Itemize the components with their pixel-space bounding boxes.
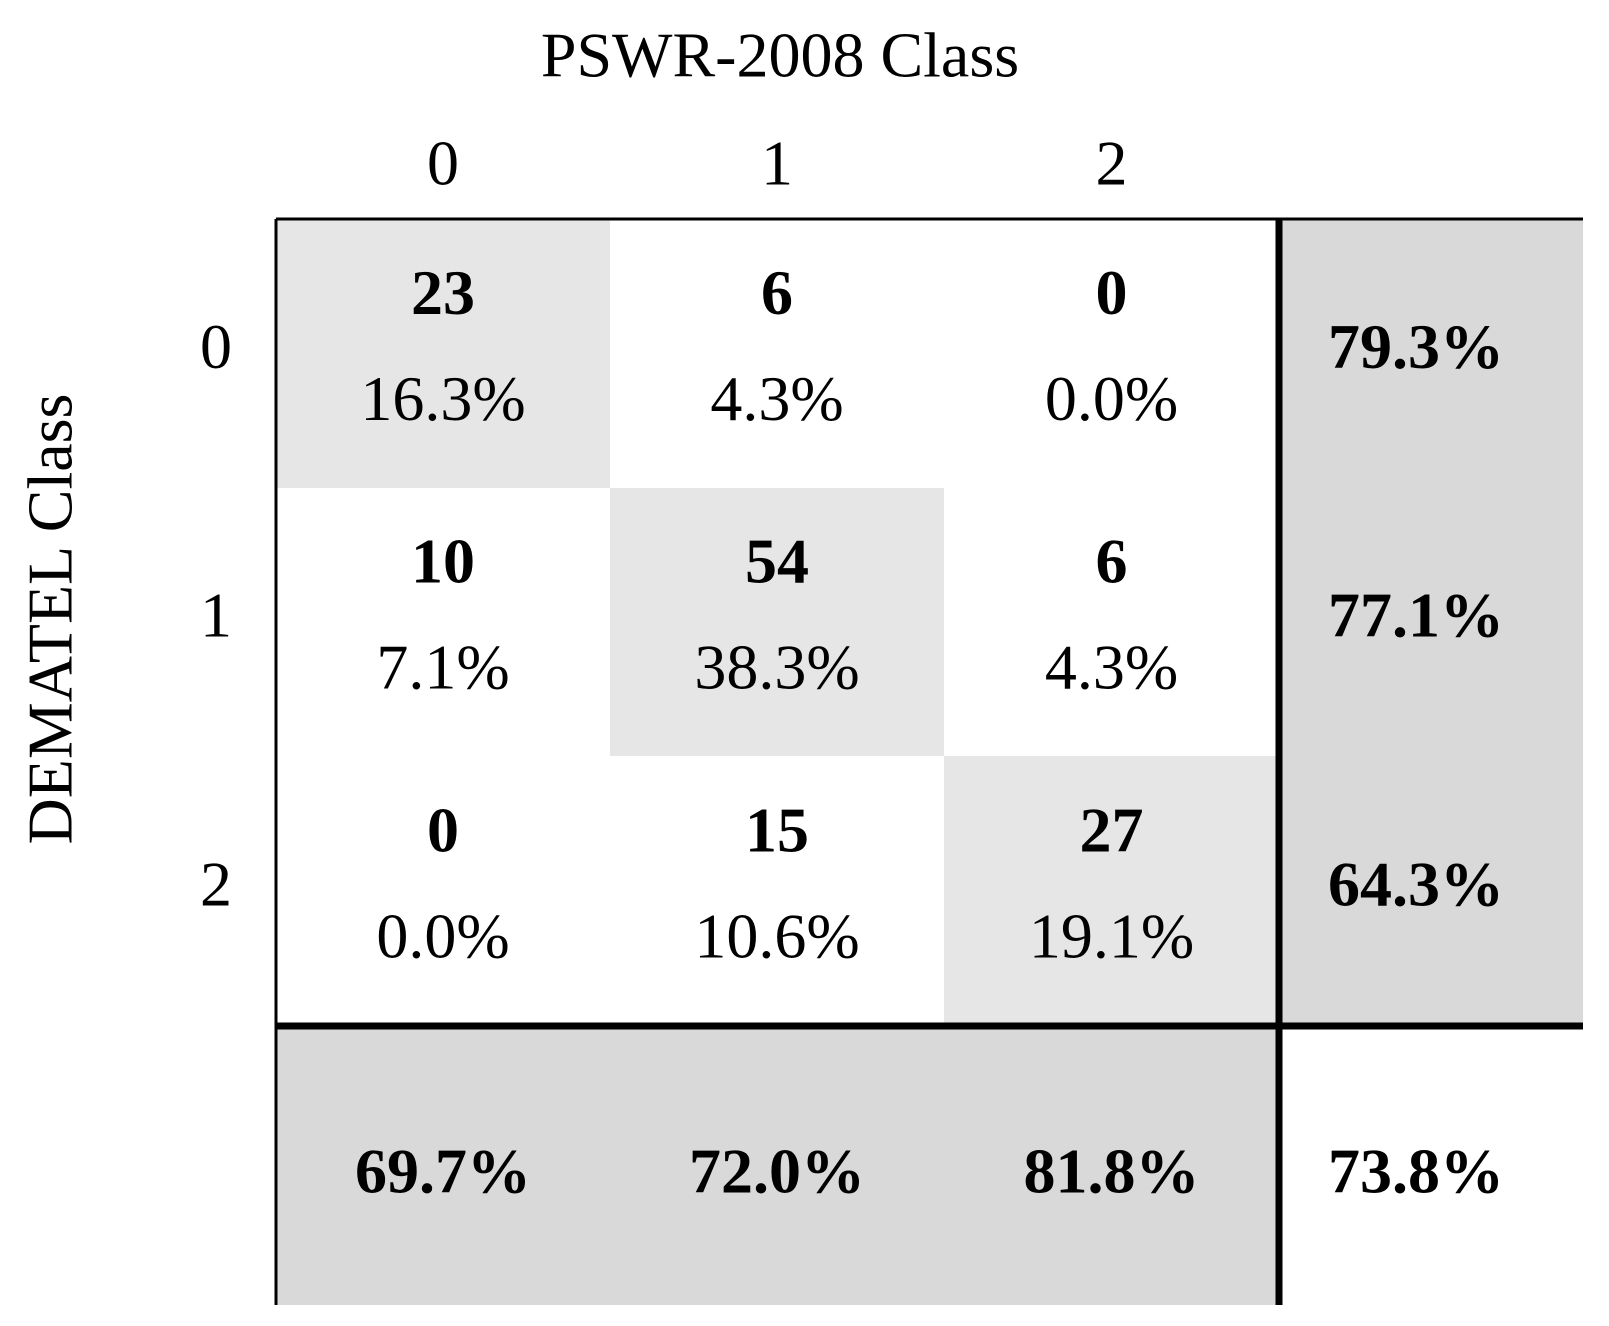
col-total: 81.8% [1024, 1136, 1200, 1207]
cell-count: 23 [411, 257, 475, 328]
col-label: 0 [427, 128, 459, 199]
row-total: 79.3% [1328, 311, 1504, 382]
col-total-bg [276, 1026, 610, 1305]
row-total-bg [1279, 756, 1583, 1026]
col-label: 1 [761, 128, 793, 199]
cell-count: 15 [745, 795, 809, 866]
cell-percent: 4.3% [1045, 632, 1178, 703]
row-total-bg [1279, 488, 1583, 756]
row-label: 1 [200, 580, 232, 651]
cell-percent: 10.6% [694, 901, 859, 972]
diagonal-cell-bg [276, 219, 610, 488]
cell-count: 0 [427, 795, 459, 866]
cell-count: 6 [761, 257, 793, 328]
cell-count: 54 [745, 526, 809, 597]
overall-accuracy: 73.8% [1328, 1136, 1504, 1207]
diagonal-cell-bg [610, 488, 944, 756]
row-label: 0 [200, 311, 232, 382]
col-total: 72.0% [689, 1136, 865, 1207]
row-label: 2 [200, 849, 232, 920]
row-total-bg [1279, 219, 1583, 488]
cell-percent: 0.0% [376, 901, 509, 972]
y-label: DEMATEL Class [15, 394, 86, 845]
cell-count: 27 [1080, 795, 1144, 866]
diagonal-cell-bg [944, 756, 1279, 1026]
col-label: 2 [1096, 128, 1128, 199]
cell-percent: 0.0% [1045, 363, 1178, 434]
col-total: 69.7% [355, 1136, 531, 1207]
cell-percent: 19.1% [1029, 901, 1194, 972]
col-total-bg [944, 1026, 1279, 1305]
cell-percent: 4.3% [710, 363, 843, 434]
title: PSWR-2008 Class [541, 20, 1019, 91]
cell-percent: 38.3% [694, 632, 859, 703]
cell-count: 6 [1096, 526, 1128, 597]
col-total-bg [610, 1026, 944, 1305]
cell-percent: 7.1% [376, 632, 509, 703]
cell-count: 10 [411, 526, 475, 597]
row-total: 77.1% [1328, 580, 1504, 651]
cell-percent: 16.3% [360, 363, 525, 434]
cell-count: 0 [1096, 257, 1128, 328]
row-total: 64.3% [1328, 849, 1504, 920]
